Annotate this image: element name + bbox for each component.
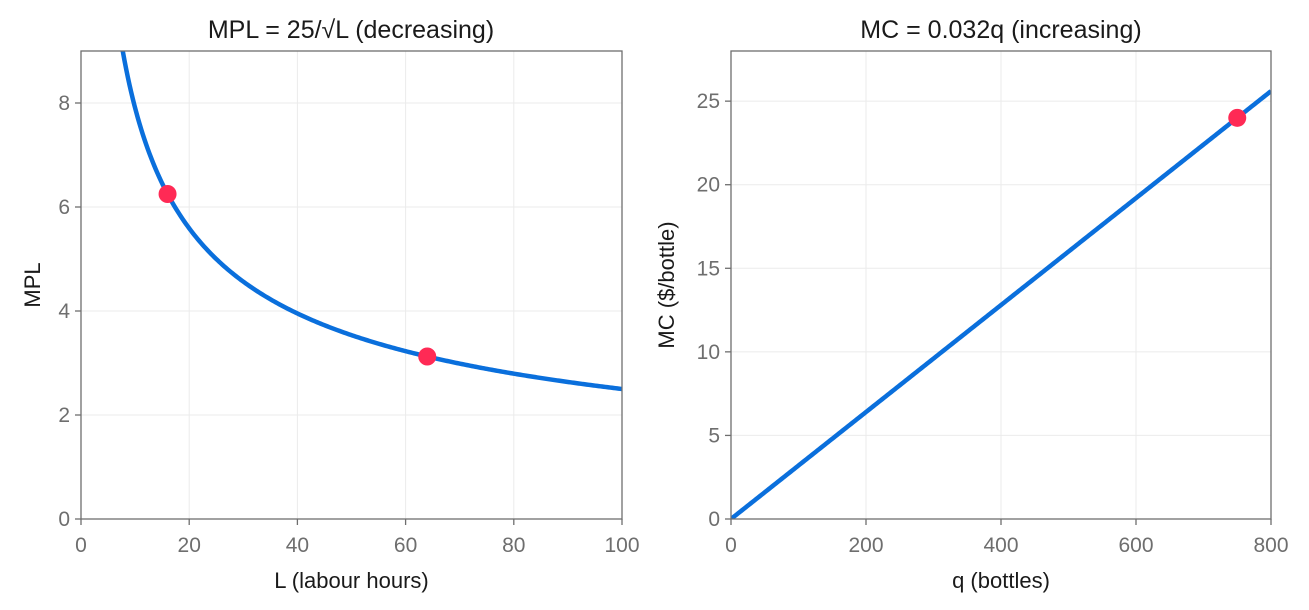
mc-y-tick-label-3: 15 <box>697 257 720 280</box>
mpl-x-tick-label-3: 60 <box>394 534 417 557</box>
mc-y-tick-label-4: 20 <box>697 174 720 197</box>
mpl-x-tick-label-0: 0 <box>75 534 87 557</box>
mpl-y-tick-label-3: 6 <box>58 196 70 219</box>
mc-x-axis-label: q (bottles) <box>952 568 1050 593</box>
mc-x-tick-label-0: 0 <box>725 534 737 557</box>
mc-x-tick-label-4: 800 <box>1253 534 1288 557</box>
chart-panel-mc: 0 200 400 600 800 0 5 10 15 20 25 MC = 0.032q (incr… <box>654 16 1289 593</box>
mpl-plot-frame <box>80 50 623 520</box>
mc-y-axis-label: MC ($/bottle) <box>654 221 679 348</box>
mpl-x-axis-label: L (labour hours) <box>274 568 428 593</box>
mc-x-tick-label-3: 600 <box>1118 534 1153 557</box>
mc-point-0 <box>1228 108 1247 127</box>
mpl-x-tick-label-2: 40 <box>286 534 309 557</box>
mpl-point-0 <box>158 185 177 203</box>
mc-x-tick-label-1: 200 <box>848 534 883 557</box>
mpl-y-tick-label-4: 8 <box>58 92 70 115</box>
mc-y-tick-label-0: 0 <box>708 508 720 531</box>
mpl-point-1 <box>418 347 437 366</box>
mpl-x-tick-label-4: 80 <box>502 534 525 557</box>
mpl-series-line <box>120 51 622 392</box>
mpl-x-tick-label-5: 100 <box>604 534 639 557</box>
mpl-y-tick-label-0: 0 <box>58 508 70 531</box>
mc-y-tick-label-5: 25 <box>697 90 720 113</box>
mpl-chart-title: MPL = 25/√L (decreasing) <box>208 16 494 44</box>
chart-panel-mpl: 0 20 40 60 80 100 0 2 4 6 8 MPL = 25/√L (decreasing… <box>20 16 640 593</box>
mpl-y-axis-label: MPL <box>20 262 45 307</box>
mpl-y-tick-label-2: 4 <box>58 300 70 323</box>
mc-y-tick-label-2: 10 <box>697 341 720 364</box>
mc-x-tick-label-2: 400 <box>983 534 1018 557</box>
mc-series-line <box>731 89 1271 519</box>
mc-chart-title: MC = 0.032q (increasing) <box>860 16 1141 44</box>
mc-y-tick-label-1: 5 <box>708 424 720 447</box>
mpl-x-tick-label-1: 20 <box>178 534 201 557</box>
mpl-y-tick-label-1: 2 <box>58 404 70 427</box>
